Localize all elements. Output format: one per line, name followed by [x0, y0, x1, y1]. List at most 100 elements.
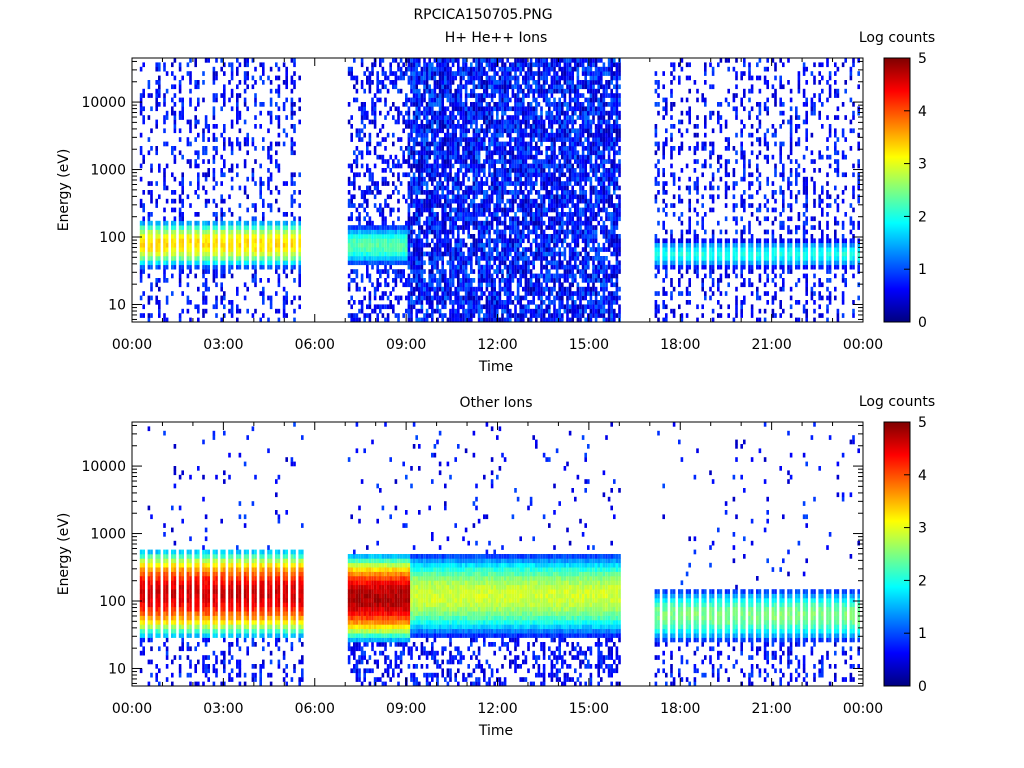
spectrogram-cell	[212, 242, 216, 248]
spectrogram-cell	[480, 84, 483, 90]
spectrogram-cell	[459, 260, 463, 266]
spectrogram-cell	[399, 242, 403, 248]
spectrogram-cell	[506, 71, 509, 76]
spectrogram-cell	[425, 128, 429, 134]
spectrogram-cell	[496, 212, 499, 217]
spectrogram-cell	[173, 146, 177, 151]
spectrogram-cell	[519, 198, 522, 204]
spectrogram-cell	[171, 190, 174, 195]
spectrogram-cell	[441, 220, 444, 226]
spectrogram-cell	[493, 84, 496, 90]
spectrogram-cell	[464, 154, 468, 160]
spectrogram-cell	[516, 168, 520, 173]
spectrogram-cell	[282, 234, 286, 239]
spectrogram-cell	[197, 247, 200, 252]
spectrogram-cell	[477, 97, 481, 103]
spectrogram-cell	[490, 282, 494, 288]
spectrogram-cell	[236, 238, 239, 244]
spectrogram-cell	[446, 71, 450, 76]
spectrogram-cell	[537, 150, 541, 156]
spectrogram-cell	[477, 247, 481, 252]
spectrogram-cell	[514, 172, 517, 178]
spectrogram-cell	[197, 251, 200, 257]
spectrogram-cell	[540, 300, 543, 305]
spectrogram-cell	[524, 212, 528, 217]
spectrogram-cell	[498, 168, 502, 173]
spectrogram-cell	[519, 146, 522, 151]
spectrogram-cell	[277, 242, 281, 248]
spectrogram-cell	[516, 247, 520, 252]
spectrogram-cell	[496, 141, 499, 147]
spectrogram-cell	[220, 242, 223, 248]
spectrogram-cell	[418, 317, 421, 323]
spectrogram-cell	[511, 88, 515, 94]
spectrogram-cell	[246, 58, 249, 63]
spectrogram-cell	[462, 137, 465, 142]
spectrogram-cell	[454, 256, 457, 261]
spectrogram-cell	[555, 198, 559, 204]
spectrogram-cell	[171, 260, 174, 266]
spectrogram-cell	[524, 163, 528, 169]
spectrogram-cell	[368, 247, 372, 252]
spectrogram-cell	[392, 207, 395, 213]
spectrogram-cell	[490, 278, 494, 283]
spectrogram-cell	[355, 207, 359, 213]
spectrogram-cell	[555, 102, 559, 107]
spectrogram-cell	[558, 146, 561, 151]
spectrogram-cell	[496, 234, 499, 239]
spectrogram-cell	[519, 97, 522, 103]
spectrogram-cell	[384, 137, 387, 142]
spectrogram-cell	[470, 88, 473, 94]
spectrogram-cell	[488, 110, 491, 116]
spectrogram-cell	[254, 203, 257, 208]
spectrogram-cell	[571, 75, 574, 81]
spectrogram-cell	[550, 313, 554, 318]
spectrogram-cell	[376, 313, 379, 318]
spectrogram-cell	[535, 216, 538, 222]
spectrogram-cell	[522, 58, 525, 63]
spectrogram-cell	[366, 110, 369, 116]
spectrogram-cell	[542, 93, 546, 98]
spectrogram-cell	[446, 295, 450, 301]
spectrogram-cell	[204, 264, 208, 270]
spectrogram-cell	[563, 141, 567, 147]
spectrogram-cell	[540, 260, 543, 266]
spectrogram-cell	[412, 115, 416, 120]
spectrogram-cell	[485, 308, 489, 314]
spectrogram-cell	[444, 269, 447, 274]
spectrogram-cell	[462, 106, 465, 112]
spectrogram-cell	[571, 176, 574, 182]
spectrogram-cell	[550, 194, 554, 200]
spectrogram-cell	[254, 282, 257, 288]
spectrogram-cell	[498, 124, 502, 129]
spectrogram-cell	[243, 119, 247, 125]
spectrogram-cell	[535, 168, 538, 173]
spectrogram-cell	[389, 264, 392, 270]
spectrogram-cell	[488, 194, 491, 200]
spectrogram-cell	[158, 225, 161, 230]
spectrogram-cell	[532, 220, 535, 226]
spectrogram-cell	[269, 264, 273, 270]
spectrogram-cell	[522, 207, 525, 213]
spectrogram-cell	[147, 273, 151, 279]
spectrogram-cell	[524, 71, 528, 76]
spectrogram-cell	[381, 313, 385, 318]
spectrogram-cell	[236, 247, 239, 252]
spectrogram-cell	[165, 234, 169, 239]
spectrogram-cell	[506, 159, 509, 164]
spectrogram-cell	[472, 291, 476, 296]
spectrogram-cell	[493, 150, 496, 156]
spectrogram-cell	[542, 58, 546, 63]
spectrogram-cell	[459, 71, 463, 76]
spectrogram-cell	[415, 110, 418, 116]
spectrogram-cell	[561, 229, 564, 235]
spectrogram-cell	[467, 203, 470, 208]
spectrogram-cell	[501, 300, 504, 305]
spectrogram-cell	[529, 154, 533, 160]
spectrogram-cell	[555, 62, 559, 68]
spectrogram-cell	[163, 317, 166, 323]
spectrogram-cell	[436, 58, 439, 63]
spectrogram-cell	[532, 62, 535, 68]
spectrogram-cell	[392, 190, 395, 195]
spectrogram-cell	[483, 80, 486, 85]
